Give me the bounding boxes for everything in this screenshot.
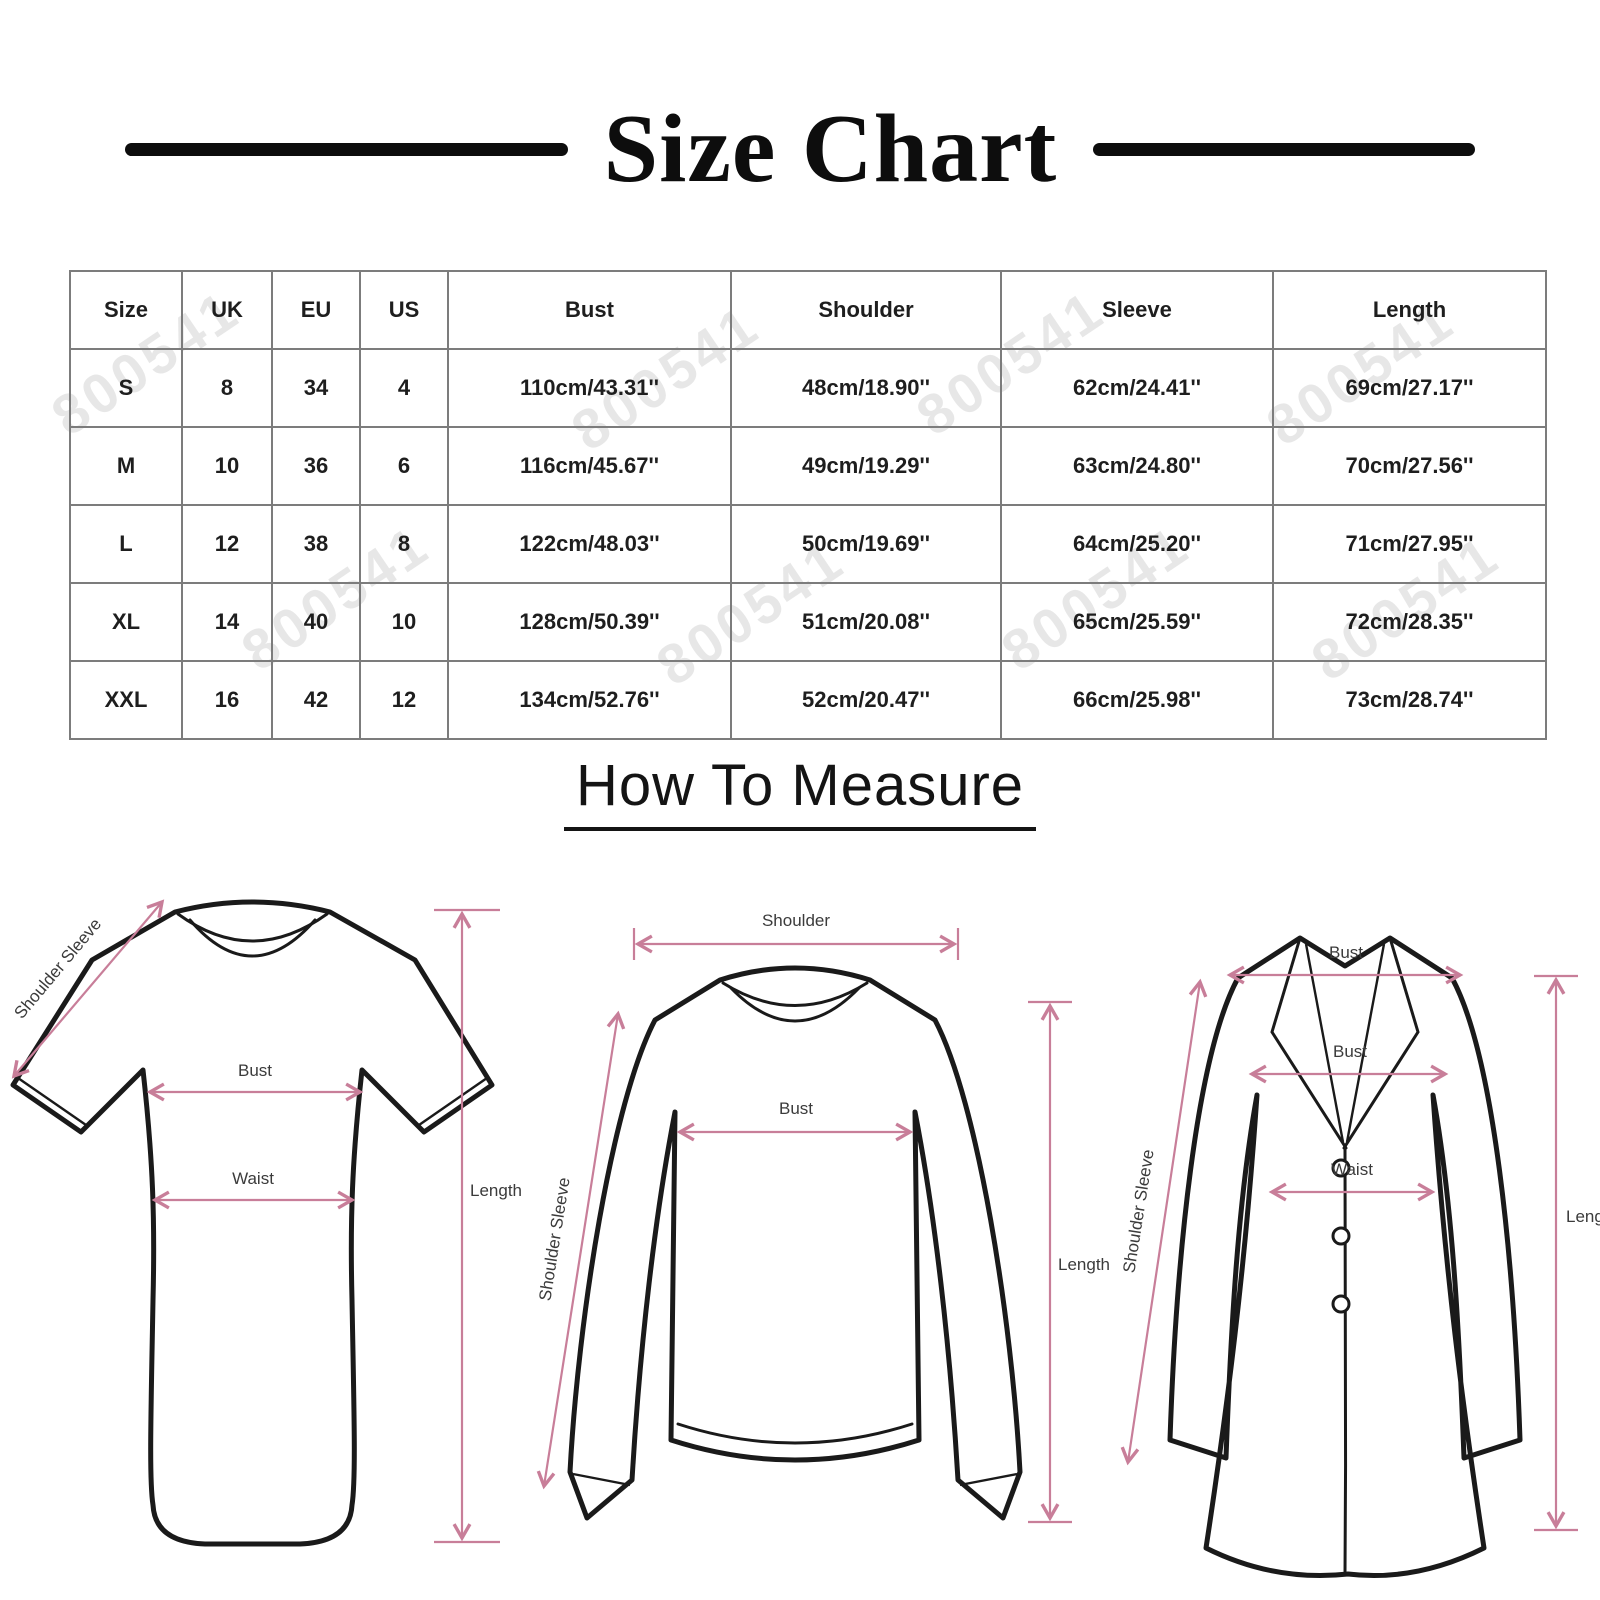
header-cell-uk: UK — [181, 270, 273, 350]
table-cell: 66cm/25.98'' — [1000, 660, 1274, 740]
table-row: XXL 16 42 12 134cm/52.76'' 52cm/20.47'' … — [69, 660, 1547, 740]
table-cell: 8 — [181, 348, 273, 428]
table-cell: 4 — [359, 348, 449, 428]
table-cell: 64cm/25.20'' — [1000, 504, 1274, 584]
table-cell: 12 — [359, 660, 449, 740]
table-cell: 71cm/27.95'' — [1272, 504, 1547, 584]
sweatshirt-collar — [721, 981, 869, 1007]
table-cell: M — [69, 426, 183, 506]
tshirt-length-label: Length — [470, 1181, 522, 1200]
table-cell: 62cm/24.41'' — [1000, 348, 1274, 428]
header-cell-sleeve: Sleeve — [1000, 270, 1274, 350]
table-cell: 63cm/24.80'' — [1000, 426, 1274, 506]
sweatshirt-outline — [567, 965, 1023, 1521]
table-cell: 12 — [181, 504, 273, 584]
table-cell: 116cm/45.67'' — [447, 426, 732, 506]
table-cell: 6 — [359, 426, 449, 506]
tshirt-waist-label: Waist — [232, 1169, 274, 1188]
size-table: Size UK EU US Bust Shoulder Sleeve Lengt… — [69, 270, 1547, 740]
measure-diagrams: Shoulder Sleeve Bust Waist Length Should… — [0, 880, 1600, 1600]
page-title: Size Chart — [603, 95, 1058, 203]
coat-front-split — [1343, 1146, 1348, 1576]
coat-button — [1331, 1294, 1351, 1314]
title-row: Size Chart — [0, 84, 1600, 214]
header-cell-length: Length — [1272, 270, 1547, 350]
how-to-measure-row: How To Measure — [0, 755, 1600, 831]
coat-waist-label: Waist — [1331, 1160, 1373, 1179]
table-cell: 8 — [359, 504, 449, 584]
coat-length-label: Length — [1566, 1207, 1600, 1226]
header-cell-us: US — [359, 270, 449, 350]
sweatshirt-shoulder-sleeve-arrow — [536, 1010, 626, 1490]
coat-button — [1331, 1226, 1351, 1246]
table-cell: 10 — [359, 582, 449, 662]
table-cell: 42 — [271, 660, 361, 740]
table-cell: 69cm/27.17'' — [1272, 348, 1547, 428]
coat-button — [1331, 1158, 1351, 1178]
header-cell-eu: EU — [271, 270, 361, 350]
table-cell: 16 — [181, 660, 273, 740]
header-cell-shoulder: Shoulder — [730, 270, 1002, 350]
table-cell: 34 — [271, 348, 361, 428]
tshirt-collar-inner — [188, 918, 317, 958]
table-cell: 14 — [181, 582, 273, 662]
table-cell: 52cm/20.47'' — [730, 660, 1002, 740]
coat-shoulder-sleeve-arrow — [1120, 978, 1208, 1466]
table-cell: 122cm/48.03'' — [447, 504, 732, 584]
coat-diagram: Bust Shoulder Sleeve Bust Waist Length — [1119, 935, 1600, 1578]
table-cell: 72cm/28.35'' — [1272, 582, 1547, 662]
coat-shoulder-sleeve-label: Shoulder Sleeve — [1119, 1148, 1157, 1274]
sweatshirt-diagram: Shoulder Shoulder Sleeve Bust Length — [535, 911, 1110, 1524]
title-rule-left — [124, 142, 568, 156]
table-cell: L — [69, 504, 183, 584]
sweatshirt-shoulder-sleeve-label: Shoulder Sleeve — [535, 1176, 573, 1302]
table-cell: 73cm/28.74'' — [1272, 660, 1547, 740]
tshirt-bust-label: Bust — [238, 1061, 272, 1080]
sweatshirt-bust-label: Bust — [779, 1099, 813, 1118]
sweatshirt-cuff-right — [959, 1472, 1018, 1487]
header-cell-size: Size — [69, 270, 183, 350]
table-cell: 50cm/19.69'' — [730, 504, 1002, 584]
table-header-row: Size UK EU US Bust Shoulder Sleeve Lengt… — [69, 270, 1547, 350]
table-cell: 36 — [271, 426, 361, 506]
sweatshirt-length-label: Length — [1058, 1255, 1110, 1274]
title-rule-right — [1093, 142, 1476, 156]
table-row: L 12 38 8 122cm/48.03'' 50cm/19.69'' 64c… — [69, 504, 1547, 584]
sweatshirt-shoulder-label: Shoulder — [762, 911, 830, 930]
table-cell: 65cm/25.59'' — [1000, 582, 1274, 662]
table-cell: 110cm/43.31'' — [447, 348, 732, 428]
sweatshirt-hem-band — [676, 1422, 914, 1445]
table-cell: S — [69, 348, 183, 428]
table-cell: 40 — [271, 582, 361, 662]
table-cell: 10 — [181, 426, 273, 506]
table-cell: 128cm/50.39'' — [447, 582, 732, 662]
how-to-measure-title: How To Measure — [563, 755, 1037, 831]
sweatshirt-collar-inner — [729, 986, 861, 1023]
table-cell: 134cm/52.76'' — [447, 660, 732, 740]
header-cell-bust: Bust — [447, 270, 732, 350]
coat-bust-top-label: Bust — [1329, 943, 1363, 962]
table-row: M 10 36 6 116cm/45.67'' 49cm/19.29'' 63c… — [69, 426, 1547, 506]
table-cell: 70cm/27.56'' — [1272, 426, 1547, 506]
tshirt-sleeve-hem-left — [17, 1077, 87, 1126]
table-cell: 51cm/20.08'' — [730, 582, 1002, 662]
table-cell: XXL — [69, 660, 183, 740]
table-row: S 8 34 4 110cm/43.31'' 48cm/18.90'' 62cm… — [69, 348, 1547, 428]
table-cell: 38 — [271, 504, 361, 584]
tshirt-diagram: Shoulder Sleeve Bust Waist Length — [10, 899, 522, 1547]
table-cell: 49cm/19.29'' — [730, 426, 1002, 506]
coat-bust-mid-label: Bust — [1333, 1042, 1367, 1061]
tshirt-shoulder-sleeve-arrow — [11, 899, 165, 1079]
table-row: XL 14 40 10 128cm/50.39'' 51cm/20.08'' 6… — [69, 582, 1547, 662]
table-cell: 48cm/18.90'' — [730, 348, 1002, 428]
table-cell: XL — [69, 582, 183, 662]
tshirt-outline — [10, 899, 495, 1547]
